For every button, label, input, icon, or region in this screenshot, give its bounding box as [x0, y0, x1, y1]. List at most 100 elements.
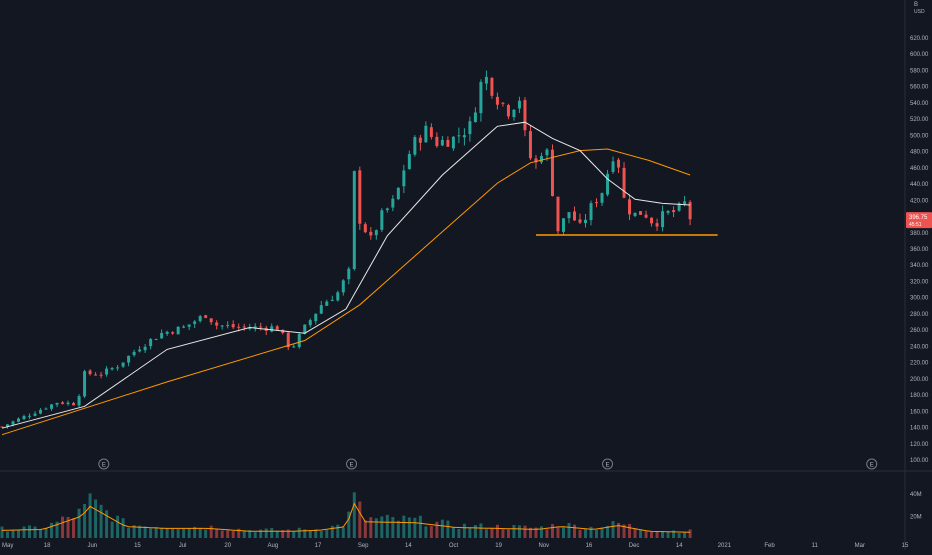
volume-bar [286, 529, 290, 538]
candle-body [143, 346, 147, 351]
candle-body [28, 415, 32, 417]
candle-body [182, 326, 186, 328]
candle-body [154, 339, 158, 341]
volume-bar [83, 503, 87, 538]
volume-bar [94, 499, 98, 538]
candle-body [220, 325, 224, 327]
volume-bar [275, 530, 279, 538]
volume-bar [259, 529, 263, 538]
candle-body [105, 368, 109, 375]
candle-body [138, 349, 142, 352]
candle-body [473, 112, 477, 123]
candle-body [110, 368, 114, 370]
volume-bar [297, 527, 301, 538]
volume-bar [264, 528, 268, 538]
candle-body [539, 155, 543, 163]
candle-body [253, 326, 257, 329]
last-price-sublabel: 45:51 [909, 222, 922, 228]
candle-body [506, 105, 510, 117]
candle-body [479, 81, 483, 114]
candle-body [50, 404, 54, 409]
volume-bar [215, 529, 219, 538]
volume-bar [402, 515, 406, 538]
volume-bar [44, 527, 48, 538]
time-tick-label: 20 [224, 543, 231, 549]
volume-bar [633, 528, 637, 538]
candle-body [286, 332, 290, 348]
candle-body [77, 396, 81, 406]
candle-body [17, 418, 21, 422]
volume-bar [99, 504, 103, 538]
candle-body [490, 77, 494, 96]
volume-bar [683, 532, 687, 538]
candle-body [297, 333, 301, 348]
price-tick-label: 180.00 [910, 393, 929, 399]
volume-bar [429, 526, 433, 538]
candle-body [242, 326, 246, 328]
candle-body [517, 100, 521, 109]
price-tick-label: 420.00 [910, 198, 929, 204]
currency-label: USD [914, 9, 925, 15]
volume-bar [253, 532, 257, 538]
volume-bar [688, 529, 692, 538]
candle-body [259, 326, 263, 328]
time-axis[interactable]: May 18 Jun 15 Jul 20 Aug 17 Sep 14 Oct 19 Nov 16 Dec 14… [2, 543, 909, 549]
candle-body [358, 170, 362, 224]
volume-bar [523, 525, 527, 538]
time-tick-label: 15 [902, 543, 909, 549]
candle-body [578, 219, 582, 223]
price-tick-label: 520.00 [910, 117, 929, 123]
candle-body [209, 318, 213, 323]
earnings-marker-icon [602, 458, 614, 470]
candle-body [446, 139, 450, 147]
volume-bar [446, 520, 450, 538]
volume-bar [380, 516, 384, 538]
volume-bar [242, 530, 246, 538]
volume-bar [385, 514, 389, 538]
volume-bar [358, 501, 362, 538]
candle-body [440, 139, 444, 146]
candle-body [341, 280, 345, 293]
candle-body [248, 327, 252, 329]
candle-body [672, 210, 676, 213]
volume-bar [11, 529, 15, 538]
candle-body [292, 346, 296, 348]
volume-bar [374, 518, 378, 538]
price-axis[interactable]: 100.00 120.00 140.00 160.00 180.00 200.00 220.… [906, 2, 932, 521]
price-tick-label: 600.00 [910, 52, 929, 58]
candle-body [683, 201, 687, 205]
moving-averages [1, 121, 691, 436]
volume-bar [193, 526, 197, 538]
volume-bar [330, 525, 334, 538]
volume-bar [622, 524, 626, 538]
volume-tick-label: 20M [910, 515, 922, 521]
earnings-marker-icon [346, 458, 358, 470]
candle-body [176, 326, 180, 335]
volume-bar [226, 530, 230, 538]
volume-bar [0, 526, 4, 538]
candle-body [666, 210, 670, 213]
price-tick-label: 500.00 [910, 133, 929, 139]
price-tick-label: 120.00 [910, 442, 929, 448]
volume-bar [473, 524, 477, 538]
candle-body [132, 351, 136, 356]
price-tick-label: 300.00 [910, 296, 929, 302]
volume-bar [55, 521, 59, 538]
volume-bar [644, 531, 648, 538]
candle-body [677, 203, 681, 211]
volume-bar [248, 530, 252, 538]
candle-body [44, 408, 48, 410]
volume-bar [628, 523, 632, 538]
candle-body [22, 416, 26, 419]
price-tick-label: 460.00 [910, 166, 929, 172]
volume-bar [292, 531, 296, 538]
candle-body [198, 316, 202, 322]
volume-bar [149, 528, 153, 538]
volume-bar [468, 527, 472, 538]
time-tick-label: 2021 [718, 543, 732, 549]
candle-body [396, 187, 400, 200]
volume-bar [121, 518, 125, 538]
candle-body [160, 332, 164, 339]
volume-bar [231, 531, 235, 538]
